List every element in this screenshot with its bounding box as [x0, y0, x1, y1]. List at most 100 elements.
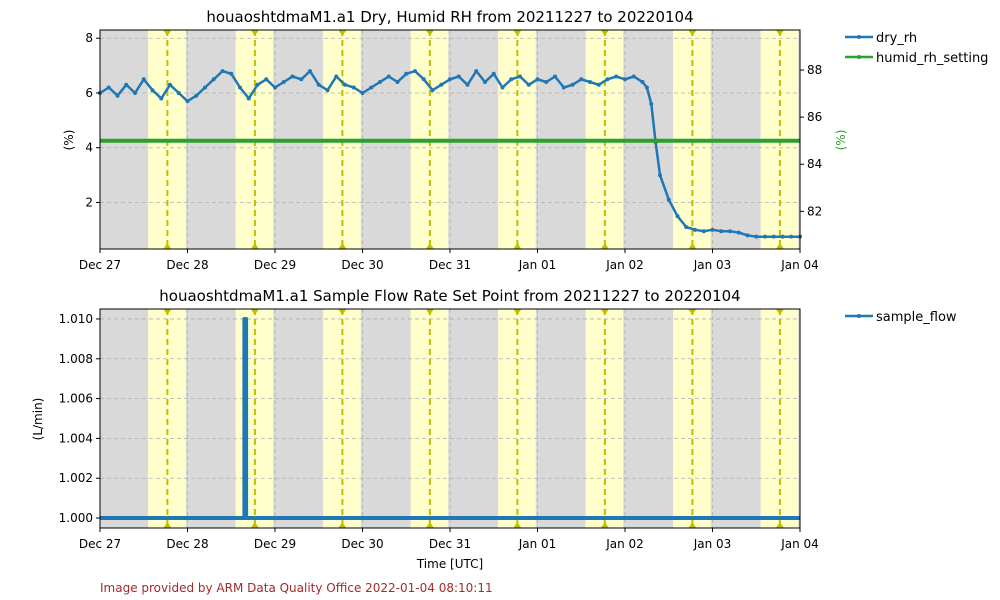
data-point [413, 69, 417, 74]
solar-noon-top-marker [775, 309, 784, 315]
data-point [771, 234, 776, 239]
x-tick-label: Jan 01 [518, 537, 557, 551]
x-tick-label: Jan 02 [605, 537, 644, 551]
data-point [386, 74, 391, 79]
series-line-sample-flow [100, 317, 800, 520]
chart2-plot-area: Dec 27 Dec 28 Dec 29 Dec 30 Dec 31 Jan 01 Jan … [59, 308, 819, 551]
solar-noon-top-marker [250, 30, 259, 36]
data-point [229, 71, 234, 76]
x-tick-label: Dec 29 [254, 537, 296, 551]
solar-noon-top-marker [163, 309, 172, 315]
data-point [728, 229, 732, 234]
x-tick-label: Dec 27 [79, 537, 121, 551]
data-point [614, 74, 619, 79]
x-tick-label: Dec 30 [341, 537, 383, 551]
solar-noon-bottom-marker [250, 522, 259, 528]
x-tick-label: Dec 31 [429, 537, 471, 551]
solar-noon-bottom-marker [688, 243, 697, 249]
y-tick-label: 1.004 [59, 431, 93, 445]
data-point [491, 71, 496, 76]
solar-noon-top-marker [600, 309, 609, 315]
data-point [395, 80, 400, 85]
x-tick-label: Dec 29 [254, 258, 296, 272]
solar-noon-bottom-marker [425, 243, 434, 249]
x-tick-label: Dec 30 [341, 258, 383, 272]
data-point [194, 93, 199, 98]
chart2-legend: sample_flow [845, 310, 957, 325]
solar-noon-top-marker [688, 30, 697, 36]
data-point [553, 74, 557, 79]
solar-noon-top-marker [163, 30, 172, 36]
solar-noon-bottom-marker [163, 522, 172, 528]
data-point [754, 234, 759, 239]
data-point [343, 82, 347, 87]
solar-noon-bottom-marker [338, 522, 347, 528]
y-right-tick-label: 88 [807, 63, 822, 77]
data-point [421, 77, 426, 82]
legend-sample-flow-marker [857, 314, 861, 318]
data-point [644, 85, 649, 90]
solar-noon-top-marker [250, 309, 259, 315]
data-point [141, 77, 146, 82]
y-tick-label: 8 [85, 31, 93, 45]
chart1-ylabel-right: (%) [834, 130, 848, 151]
legend-dry-rh-label: dry_rh [876, 31, 917, 46]
legend-dry-rh-marker [857, 35, 861, 39]
data-point [308, 69, 312, 74]
data-point [526, 82, 531, 87]
data-point [325, 88, 330, 93]
data-point [623, 77, 627, 82]
data-point [763, 234, 767, 239]
y-right-tick-label: 86 [807, 110, 822, 124]
x-tick-label: Dec 31 [429, 258, 471, 272]
data-point [666, 197, 671, 202]
data-point [658, 173, 662, 178]
data-point [176, 90, 181, 95]
solar-noon-bottom-marker [425, 522, 434, 528]
solar-noon-top-marker [775, 30, 784, 36]
y-tick-label: 1.010 [59, 312, 93, 326]
x-tick-label: Jan 03 [693, 537, 732, 551]
chart2-xlabel: Time [UTC] [416, 557, 483, 571]
data-point [483, 80, 487, 85]
x-tick-label: Dec 27 [79, 258, 121, 272]
y-tick-label: 1.006 [59, 392, 93, 406]
solar-noon-top-marker [513, 30, 522, 36]
data-point [596, 82, 601, 87]
data-point [719, 229, 724, 234]
data-point [115, 93, 120, 98]
solar-noon-bottom-marker [513, 522, 522, 528]
solar-noon-top-marker [425, 30, 434, 36]
solar-noon-bottom-marker [250, 243, 259, 249]
y-tick-label: 1.000 [59, 511, 93, 525]
data-point [465, 82, 470, 87]
x-tick-label: Jan 04 [780, 258, 819, 272]
solar-noon-bottom-marker [163, 243, 172, 249]
data-point [281, 80, 286, 85]
solar-noon-top-marker [338, 309, 347, 315]
y-tick-label: 1.002 [59, 471, 93, 485]
data-point [448, 77, 452, 82]
data-point [106, 85, 111, 90]
data-point [474, 69, 479, 74]
data-point [351, 85, 356, 90]
data-point [693, 227, 697, 232]
chart1-plot-area: Dec 27 Dec 28 Dec 29 Dec 30 Dec 31 Jan 01 Jan … [79, 29, 822, 272]
data-point [238, 85, 242, 90]
data-point [203, 85, 207, 90]
x-tick-label: Jan 03 [693, 258, 732, 272]
data-point [133, 90, 137, 95]
x-tick-label: Jan 02 [605, 258, 644, 272]
data-point [430, 88, 435, 93]
data-point [439, 82, 444, 87]
data-point [255, 82, 260, 87]
data-point [535, 77, 540, 82]
legend-humid-rh-marker [857, 55, 861, 59]
y-tick-label: 4 [85, 141, 93, 155]
data-point [264, 77, 269, 82]
data-point [640, 80, 645, 85]
data-point [369, 85, 374, 90]
chart2-ylabel: (L/min) [31, 398, 45, 441]
data-point [544, 80, 549, 85]
